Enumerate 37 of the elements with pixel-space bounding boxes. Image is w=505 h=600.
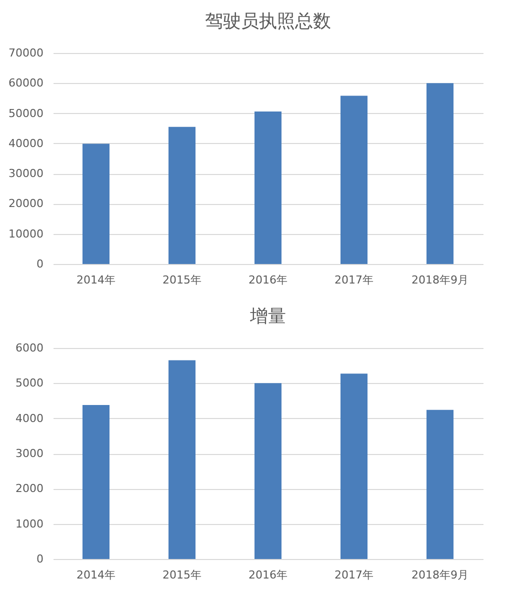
y-tick-label: 60000 [8,76,44,90]
x-tick-label: 2014年 [76,274,116,286]
y-tick-label: 3000 [16,447,44,460]
x-tick-label: 2015年 [162,568,202,582]
x-tick-label: 2018年9月 [412,568,468,582]
x-tick-label: 2015年 [162,274,202,286]
y-tick-label: 2000 [16,482,44,496]
y-tick-label: 40000 [8,136,44,150]
y-tick-label: 0 [36,552,44,566]
y-tick-label: 5000 [16,376,44,390]
y-tick-label: 30000 [8,167,44,180]
bar [254,111,282,264]
bar [340,96,368,264]
x-tick-label: 2014年 [76,568,116,582]
y-tick-label: 0 [36,258,44,270]
x-tick-label: 2016年 [248,568,288,582]
y-tick-label: 20000 [8,197,44,210]
x-tick-label: 2018年9月 [412,274,468,286]
y-tick-label: 6000 [16,342,44,354]
bar [168,360,196,559]
chart-title: 驾驶员执照总数 [205,11,331,32]
x-tick-label: 2017年 [334,568,374,582]
y-tick-label: 50000 [8,106,44,120]
x-tick-label: 2017年 [334,274,374,286]
y-tick-label: 1000 [16,517,44,530]
bar [82,404,110,559]
bar [82,144,110,264]
bar [426,83,454,264]
y-tick-label: 4000 [16,412,44,425]
bar [254,383,282,559]
bar [168,126,196,264]
y-tick-label: 10000 [8,227,44,240]
chart-title: 增量 [249,306,286,327]
bar [340,374,368,559]
bar [426,410,454,559]
y-tick-label: 70000 [8,46,44,60]
x-tick-label: 2016年 [248,274,288,286]
